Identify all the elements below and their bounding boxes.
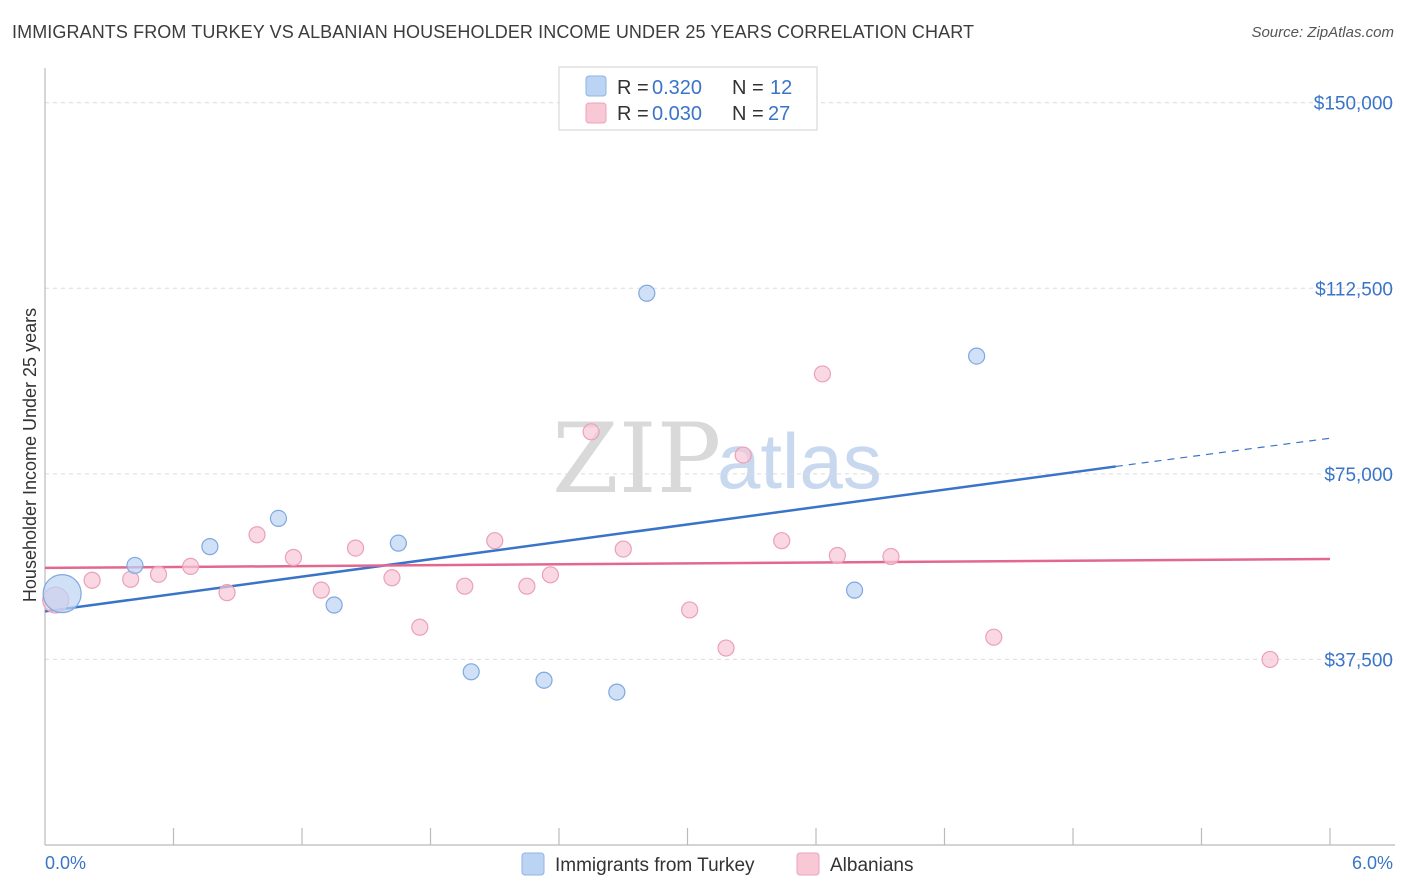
x-tick-label-max: 6.0%: [1352, 853, 1393, 873]
legend-albanians-label: Albanians: [830, 855, 913, 876]
watermark-zip: ZIP: [552, 403, 721, 515]
albanians-point-3: [149, 565, 168, 583]
albanians-point-16: [582, 423, 600, 441]
legend-n-label-turkey: N =: [732, 77, 764, 99]
legend-n-label-albanians: N =: [732, 103, 764, 125]
turkey-trend-extension: [1115, 437, 1331, 468]
x-tick-label-min: 0.0%: [45, 853, 86, 873]
albanians-point-19: [717, 639, 735, 657]
turkey-point-5: [389, 534, 407, 552]
albanians-point-20: [734, 446, 752, 464]
turkey-point-11: [968, 347, 986, 365]
turkey-point-4: [325, 596, 343, 614]
albanians-swatch-icon: [585, 102, 607, 124]
y-tick-label-3: $150,000: [1314, 94, 1393, 115]
turkey-point-2: [201, 538, 219, 556]
albanians-point-25: [985, 628, 1003, 646]
albanians-point-1: [83, 571, 101, 589]
legend-turkey-icon: [521, 852, 545, 876]
albanians-point-4: [182, 557, 200, 576]
albanians-point-12: [456, 577, 474, 595]
y-tick-label-0: $37,500: [1324, 650, 1393, 671]
data-points: [42, 284, 1279, 701]
y-tick-label-1: $75,000: [1324, 465, 1393, 486]
y-tick-label-2: $112,500: [1315, 279, 1393, 300]
albanians-point-17: [614, 540, 632, 558]
turkey-point-6: [462, 663, 480, 681]
legend-r-value-turkey: 0.320: [652, 77, 702, 99]
albanians-point-5: [218, 584, 236, 602]
source-credit: Source: ZipAtlas.com: [1251, 24, 1394, 41]
turkey-swatch-icon: [585, 75, 607, 97]
albanians-point-11: [411, 618, 429, 636]
legend-r-label-turkey: R =: [617, 77, 649, 99]
albanians-point-24: [882, 547, 900, 566]
y-tick-labels: $37,500 $75,000 $112,500 $150,000: [1314, 94, 1393, 672]
albanians-point-7: [284, 548, 303, 567]
turkey-point-1: [126, 556, 144, 575]
legend-r-value-albanians: 0.030: [652, 103, 702, 125]
turkey-point-3: [269, 509, 288, 528]
albanians-point-8: [312, 581, 330, 599]
x-tick-labels: 0.0% 6.0%: [45, 853, 1393, 873]
albanians-trend-line: [44, 557, 1331, 570]
albanians-point-15: [541, 566, 560, 584]
legend-turkey-label: Immigrants from Turkey: [555, 855, 755, 876]
albanians-point-26: [1261, 650, 1279, 669]
turkey-point-0: [42, 574, 82, 614]
albanians-point-6: [248, 526, 266, 544]
y-axis-label: Householder Income Under 25 years: [20, 308, 40, 602]
albanians-point-23: [828, 546, 847, 565]
chart-title: IMMIGRANTS FROM TURKEY VS ALBANIAN HOUSE…: [12, 22, 975, 42]
watermark: ZIP atlas: [552, 403, 882, 515]
albanians-point-10: [383, 569, 401, 587]
turkey-point-10: [845, 581, 864, 599]
stats-legend: R = 0.320 N = 12 R = 0.030 N = 27: [558, 66, 818, 131]
turkey-point-9: [638, 284, 656, 302]
albanians-point-18: [681, 601, 699, 619]
turkey-point-7: [535, 671, 553, 689]
legend-n-value-albanians: 27: [768, 103, 790, 125]
gridlines: [45, 102, 1395, 660]
albanians-point-9: [346, 539, 365, 557]
legend-albanians-icon: [796, 852, 820, 876]
albanians-point-21: [773, 532, 791, 550]
albanians-point-13: [486, 532, 504, 550]
albanians-point-22: [813, 365, 832, 383]
legend-r-label-albanians: R =: [617, 103, 649, 125]
albanians-point-14: [518, 577, 536, 595]
series-legend: Immigrants from Turkey Albanians: [521, 852, 913, 876]
legend-n-value-turkey: 12: [770, 77, 792, 99]
axes: [44, 68, 1395, 846]
turkey-point-8: [608, 683, 626, 701]
